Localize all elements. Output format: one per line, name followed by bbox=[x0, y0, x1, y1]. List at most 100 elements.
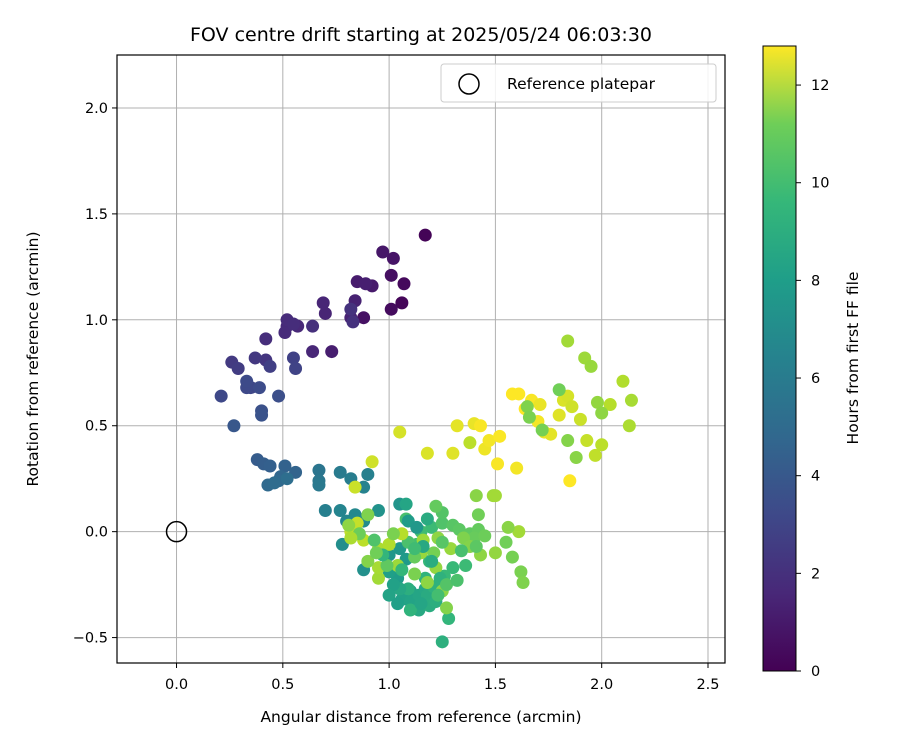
data-point bbox=[386, 527, 400, 541]
data-point bbox=[418, 228, 432, 242]
data-point bbox=[552, 383, 566, 397]
data-point bbox=[227, 419, 241, 433]
x-axis-label: Angular distance from reference (arcmin) bbox=[260, 708, 581, 726]
scatter-points bbox=[214, 228, 638, 649]
colorbar-label: Hours from first FF file bbox=[844, 272, 862, 445]
data-point bbox=[408, 567, 422, 581]
data-point bbox=[499, 535, 513, 549]
data-point bbox=[491, 457, 505, 471]
data-point bbox=[552, 408, 566, 422]
data-point bbox=[510, 461, 524, 475]
data-point bbox=[318, 503, 332, 517]
legend-reference-marker bbox=[458, 73, 480, 95]
data-point bbox=[435, 535, 449, 549]
data-point bbox=[410, 520, 424, 534]
data-point bbox=[482, 434, 496, 448]
y-tick-label: 1.0 bbox=[85, 313, 108, 329]
y-tick-label: 0.5 bbox=[85, 419, 108, 435]
colorbar-tick-label: 12 bbox=[811, 78, 829, 94]
data-point bbox=[459, 559, 473, 573]
data-point bbox=[429, 499, 443, 513]
data-point bbox=[384, 268, 398, 282]
data-point bbox=[561, 434, 575, 448]
reference-marker-layer bbox=[165, 520, 188, 543]
data-point bbox=[382, 537, 396, 551]
colorbar-tick-label: 2 bbox=[811, 566, 820, 582]
data-point bbox=[333, 465, 347, 479]
x-tick-label: 2.0 bbox=[590, 677, 613, 693]
data-point bbox=[286, 317, 300, 331]
grid-lines bbox=[117, 55, 725, 663]
data-point bbox=[420, 512, 434, 526]
data-point bbox=[595, 438, 609, 452]
data-point bbox=[391, 597, 405, 611]
data-point bbox=[325, 345, 339, 359]
data-point bbox=[514, 565, 528, 579]
data-point bbox=[214, 389, 228, 403]
data-point bbox=[442, 612, 456, 626]
data-point bbox=[520, 400, 534, 414]
data-point bbox=[382, 588, 396, 602]
data-point bbox=[361, 508, 375, 522]
data-point bbox=[573, 412, 587, 426]
data-point bbox=[267, 476, 281, 490]
data-point bbox=[463, 436, 477, 450]
data-point bbox=[501, 520, 515, 534]
data-point bbox=[255, 408, 269, 422]
data-point bbox=[516, 575, 530, 589]
data-point bbox=[512, 525, 526, 539]
data-point bbox=[248, 351, 262, 365]
y-axis-ticks: −0.5 0.0 0.5 1.0 1.5 2.0 bbox=[73, 101, 117, 647]
data-point bbox=[380, 559, 394, 573]
reference-platepar-marker bbox=[165, 520, 188, 543]
data-point bbox=[393, 425, 407, 439]
data-point bbox=[533, 398, 547, 412]
data-point bbox=[431, 588, 445, 602]
x-axis-ticks: 0.0 0.5 1.0 1.5 2.0 2.5 bbox=[165, 663, 720, 693]
data-point bbox=[584, 359, 598, 373]
colorbar: 0 2 4 6 8 10 12 Hours from first FF file bbox=[762, 45, 862, 680]
chart-title: FOV centre drift starting at 2025/05/24 … bbox=[190, 24, 652, 46]
data-point bbox=[561, 334, 575, 348]
data-point bbox=[469, 539, 483, 553]
legend-label-reference-platepar: Reference platepar bbox=[507, 75, 656, 93]
data-point bbox=[259, 332, 273, 346]
data-point bbox=[493, 429, 507, 443]
data-point bbox=[278, 326, 292, 340]
data-point bbox=[397, 277, 411, 291]
data-point bbox=[471, 508, 485, 522]
x-tick-label: 0.0 bbox=[165, 677, 188, 693]
data-point bbox=[590, 395, 604, 409]
data-point bbox=[595, 406, 609, 420]
y-tick-label: −0.5 bbox=[73, 631, 108, 647]
data-point bbox=[395, 296, 409, 310]
x-tick-label: 1.5 bbox=[484, 677, 507, 693]
data-point bbox=[588, 448, 602, 462]
data-point bbox=[622, 419, 636, 433]
data-point bbox=[569, 451, 583, 465]
legend: Reference platepar bbox=[440, 63, 717, 103]
data-point bbox=[580, 434, 594, 448]
data-point bbox=[535, 423, 549, 437]
data-point bbox=[361, 554, 375, 568]
data-point bbox=[435, 516, 449, 530]
data-point bbox=[306, 345, 320, 359]
data-point bbox=[488, 546, 502, 560]
data-point bbox=[399, 497, 413, 511]
data-point bbox=[384, 302, 398, 316]
data-point bbox=[624, 393, 638, 407]
data-point bbox=[344, 531, 358, 545]
data-point bbox=[306, 319, 320, 333]
data-point bbox=[263, 359, 277, 373]
data-point bbox=[563, 474, 577, 488]
data-point bbox=[420, 575, 434, 589]
data-point bbox=[367, 533, 381, 547]
data-point bbox=[512, 387, 526, 401]
data-point bbox=[603, 398, 617, 412]
data-point bbox=[446, 561, 460, 575]
data-point bbox=[359, 277, 373, 291]
data-point bbox=[346, 315, 360, 329]
y-tick-label: 0.0 bbox=[85, 525, 108, 541]
data-point bbox=[231, 362, 245, 376]
